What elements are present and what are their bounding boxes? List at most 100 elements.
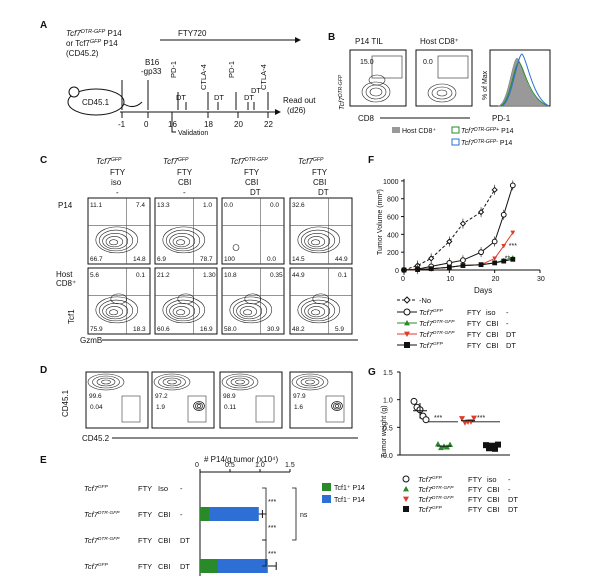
f-point <box>500 211 507 218</box>
c-host-q-lr: 16.9 <box>200 326 213 333</box>
g-point <box>495 441 501 448</box>
tumor-label-2: -gp33 <box>141 67 162 76</box>
density-contour <box>162 377 182 387</box>
f-point <box>428 266 434 272</box>
g-point <box>410 397 418 405</box>
c-p14-q-lr: 44.9 <box>335 256 348 263</box>
validation-arrow <box>171 118 176 133</box>
donor-line-3: (CD45.2) <box>66 49 99 58</box>
e-legend-pos: Tcf1⁺ P14 <box>334 485 365 492</box>
c-row-host-1: Host <box>56 270 73 279</box>
g-point <box>444 444 450 450</box>
d-host-density <box>291 373 329 391</box>
f-legend-marker <box>404 331 410 337</box>
c-host-q-ll: 60.6 <box>157 326 170 333</box>
d-plot <box>219 371 283 429</box>
g-sig-stars-1: *** <box>434 415 442 422</box>
readout-label-1: Read out <box>283 96 316 105</box>
d-plots: 99.6 0.04 97.2 1.9 98.9 0.11 97.9 1.6 <box>85 371 353 429</box>
c-column-l1: FTY <box>177 168 193 177</box>
panel-f-label: F <box>368 155 374 166</box>
tumor-label: B16 <box>145 58 160 67</box>
c-column-gene: Tcf7DTR-GFP <box>230 157 268 166</box>
c-column-gene: Tcf7GFP <box>96 157 122 166</box>
density-contour <box>195 402 203 410</box>
f-legend-c2: CBI <box>486 341 499 350</box>
host-mouse-label: CD45.1 <box>82 98 110 107</box>
donor-line-2: or Tcf7GFP P14 <box>66 39 118 48</box>
g-point <box>438 444 444 451</box>
e-group-gene: Tcf7GFP <box>84 562 109 571</box>
g-legend-c2: CBI <box>487 495 500 504</box>
density-contour <box>98 229 134 252</box>
f-sig-1: *** <box>509 243 517 250</box>
c-host-density <box>229 293 273 324</box>
g-legend-gene: Tcf7DTR-GFP <box>418 495 454 504</box>
e-bar-tcf1-pos <box>200 507 209 521</box>
timeline-day-label: 20 <box>234 120 243 129</box>
c-p14-q-ul: 13.3 <box>157 202 170 209</box>
c-host-q-ul: 5.6 <box>90 272 99 279</box>
panel-a-label: A <box>40 20 47 31</box>
f-point <box>501 258 507 264</box>
panel-d: D CD45.1 CD45.2 99.60.0497.21.998.90.119… <box>40 365 358 443</box>
density-contour <box>300 299 336 322</box>
fty-label: FTY720 <box>178 29 207 38</box>
density-contour <box>307 306 326 318</box>
f-legend-marker <box>403 296 411 304</box>
e-tick-label: 0 <box>195 462 199 469</box>
d-ylabel: CD45.1 <box>61 389 70 417</box>
b-legend-host: Host CD8⁺ <box>402 128 436 135</box>
density-contour <box>158 375 186 389</box>
f-x-tick-label: 20 <box>492 276 500 283</box>
d-host-value: 97.9 <box>293 393 306 400</box>
density-contour <box>312 293 330 305</box>
density-contour <box>296 375 324 389</box>
c-host-plot <box>154 267 218 335</box>
b-hist-dtr-pos <box>499 61 549 107</box>
density-contour <box>229 296 273 324</box>
density-contour <box>221 373 259 391</box>
c-host-density <box>297 293 341 324</box>
b-legend-swatch-host <box>392 127 400 133</box>
e-sig-stars: *** <box>268 551 276 558</box>
c-host-q-ul: 44.9 <box>292 272 305 279</box>
d-plot <box>289 371 353 429</box>
d-donor-gate <box>325 395 345 423</box>
f-ylabel: Tumor Volume (mm³) <box>377 189 384 255</box>
g-legend-c3: - <box>508 485 511 494</box>
f-legend-c3: DT <box>506 330 516 339</box>
density-contour <box>239 306 258 318</box>
e-group-c1: FTY <box>138 536 152 545</box>
c-xlabel: GzmB <box>80 336 102 345</box>
g-y-tick-label: 1.0 <box>383 398 393 405</box>
f-point <box>501 244 507 249</box>
f-legend-marker <box>404 342 410 348</box>
timeline-day-label: -1 <box>118 120 126 129</box>
density-contour <box>165 299 201 322</box>
density-contour <box>304 232 331 250</box>
density-contour <box>172 236 191 248</box>
density-contour <box>230 377 250 387</box>
f-point <box>477 208 485 216</box>
b-xlabel: CD8 <box>358 114 375 123</box>
e-group-gene: Tcf7GFP <box>84 484 109 493</box>
f-y-tick-label: 1000 <box>383 179 399 186</box>
f-point <box>478 249 484 256</box>
d-donor-gate <box>187 395 207 423</box>
timeline-day-label: 0 <box>144 120 149 129</box>
g-point <box>489 442 495 449</box>
b-hist-host <box>497 57 549 107</box>
d-xlabel: CD45.2 <box>82 434 110 443</box>
f-y-tick-label: 200 <box>387 250 399 257</box>
density-contour <box>333 402 341 410</box>
f-y-tick-label: 800 <box>387 197 399 204</box>
f-point <box>510 256 516 262</box>
f-legend-no: -No <box>419 296 431 305</box>
e-sig-bracket <box>262 539 267 567</box>
c-p14-q-ll: 14.5 <box>292 256 305 263</box>
g-legend: Tcf7GFP FTY iso -Tcf7DTR-GFP FTY CBI -Tcf7DTR-… <box>402 475 518 514</box>
f-legend-marker <box>403 308 411 316</box>
density-contour <box>291 373 329 391</box>
f-legend-gene: Tcf7DTR-GFP <box>419 330 455 339</box>
